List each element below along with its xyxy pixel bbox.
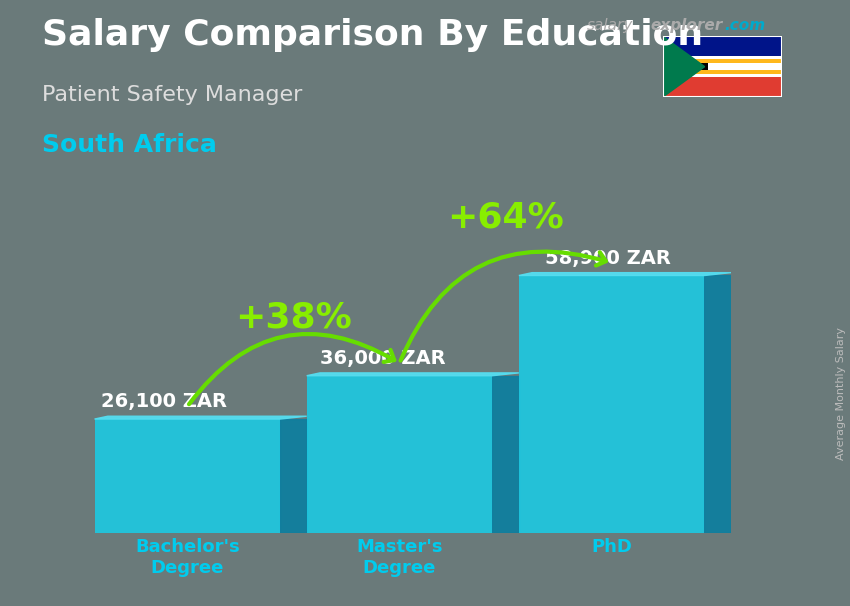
Bar — [663, 59, 782, 63]
Text: +64%: +64% — [447, 201, 564, 235]
Polygon shape — [280, 419, 307, 533]
Text: 26,100 ZAR: 26,100 ZAR — [101, 392, 227, 411]
Text: Patient Safety Manager: Patient Safety Manager — [42, 85, 303, 105]
Polygon shape — [492, 376, 518, 533]
Bar — [518, 276, 705, 533]
Text: Salary Comparison By Education: Salary Comparison By Education — [42, 18, 704, 52]
Polygon shape — [663, 36, 705, 97]
Text: salary: salary — [586, 18, 632, 33]
Text: explorer: explorer — [650, 18, 722, 33]
Text: +38%: +38% — [235, 301, 352, 335]
Text: .com: .com — [724, 18, 765, 33]
Polygon shape — [94, 416, 307, 419]
Bar — [663, 77, 782, 97]
Text: 58,900 ZAR: 58,900 ZAR — [546, 248, 672, 268]
Bar — [94, 419, 280, 533]
Text: Average Monthly Salary: Average Monthly Salary — [836, 327, 846, 461]
Bar — [307, 376, 492, 533]
Bar — [663, 36, 782, 56]
Bar — [663, 63, 708, 70]
Polygon shape — [518, 273, 731, 276]
Polygon shape — [307, 373, 518, 376]
Bar — [663, 70, 782, 74]
Text: South Africa: South Africa — [42, 133, 218, 158]
Text: 36,000 ZAR: 36,000 ZAR — [320, 349, 445, 368]
Polygon shape — [705, 276, 731, 533]
Bar — [663, 56, 782, 77]
